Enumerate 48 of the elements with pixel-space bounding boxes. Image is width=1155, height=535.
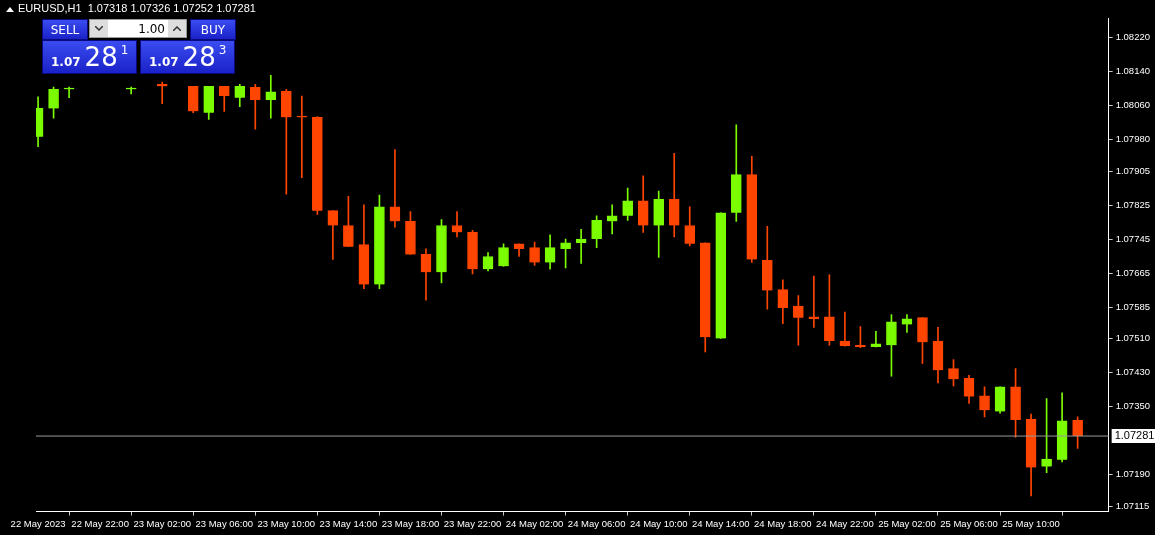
y-tick-label: 1.07905 [1115, 164, 1150, 176]
x-tick-label: 23 May 06:00 [195, 517, 254, 529]
ref-line-label: 1.07281 [1114, 429, 1155, 442]
annotation: 1.07 [51, 55, 81, 69]
x-tick-label: 24 May 22:00 [816, 517, 874, 529]
x-tick-label: 23 May 14:00 [319, 517, 378, 529]
candlestick [808, 275, 820, 328]
y-tick-label: 1.07190 [1115, 468, 1150, 480]
x-tick-label: 25 May 02:00 [878, 517, 936, 529]
y-tick-label: 1.07665 [1115, 266, 1150, 278]
y-tick-label: 1.07745 [1115, 232, 1150, 244]
candlestick [265, 74, 277, 119]
annotation: 3 [218, 43, 227, 57]
y-tick-label: 1.07585 [1115, 300, 1150, 312]
annotation: 1.00 [137, 21, 166, 36]
x-tick-label: 24 May 10:00 [629, 517, 688, 529]
x-tick-label: 23 May 22:00 [443, 517, 502, 529]
annotation: SELL [42, 19, 88, 40]
x-tick-label: 23 May 02:00 [133, 517, 191, 529]
y-tick-label: 1.07430 [1115, 366, 1150, 378]
y-tick-label: 1.07980 [1115, 133, 1150, 145]
y-tick-label: 1.07115 [1115, 500, 1150, 512]
annotation: 1 [120, 43, 129, 57]
y-tick-label: 1.08060 [1115, 99, 1150, 111]
x-tick-label: 24 May 02:00 [505, 517, 564, 529]
x-tick-label: 23 May 18:00 [381, 517, 440, 529]
y-tick-label: 1.07825 [1115, 198, 1150, 210]
annotation: BUY [190, 19, 236, 40]
x-tick-label: 24 May 14:00 [691, 517, 750, 529]
candlestick [296, 95, 308, 178]
x-tick-label: 25 May 10:00 [1002, 517, 1060, 529]
y-tick-label: 1.08220 [1115, 31, 1150, 43]
y-tick-label: 1.08140 [1115, 65, 1150, 77]
x-tick-label: 22 May 22:00 [71, 517, 129, 529]
x-tick-label: 25 May 06:00 [940, 517, 998, 529]
annotation: 1.07 [149, 55, 179, 69]
candlestick [606, 204, 618, 235]
candlestick [63, 86, 75, 99]
number-field: 1.00 [89, 19, 187, 38]
y-tick-label: 1.07350 [1115, 400, 1150, 412]
x-tick-label: 22 May 2023 [10, 517, 66, 529]
x-tick-label: 24 May 18:00 [754, 517, 812, 529]
annotation: 28 [84, 42, 118, 72]
x-tick-label: 24 May 06:00 [567, 517, 626, 529]
annotation: 28 [182, 42, 216, 72]
chart-title: EURUSD,H1 1.07318 1.07326 1.07252 1.07281 [18, 2, 256, 15]
y-tick-label: 1.07510 [1115, 332, 1150, 344]
x-tick-label: 23 May 10:00 [257, 517, 316, 529]
